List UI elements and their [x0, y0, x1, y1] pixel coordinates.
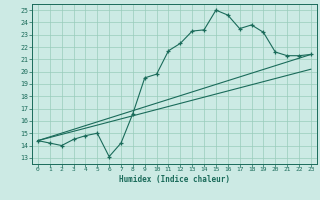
- X-axis label: Humidex (Indice chaleur): Humidex (Indice chaleur): [119, 175, 230, 184]
